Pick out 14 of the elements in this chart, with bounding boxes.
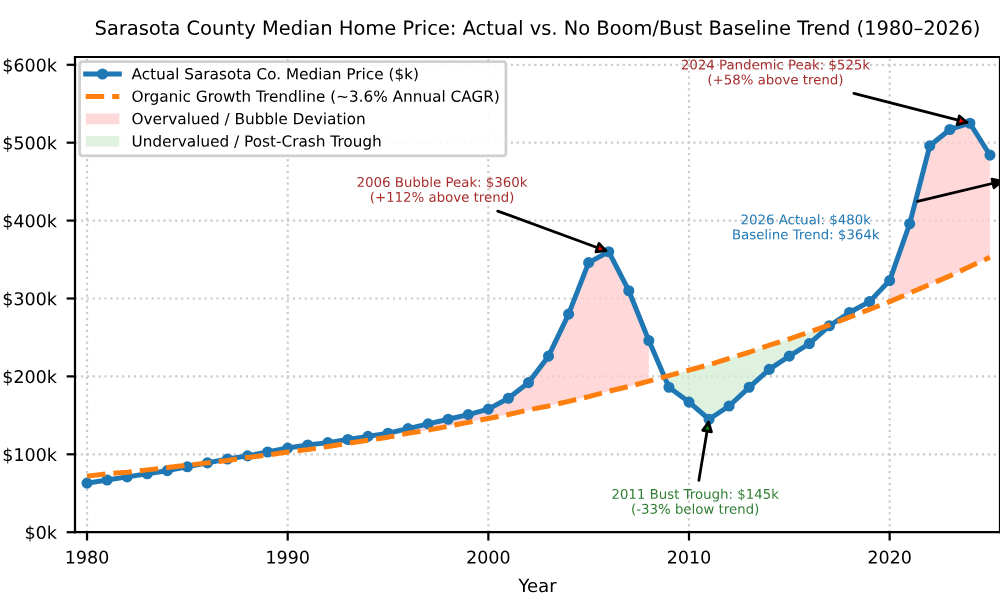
chart-title: Sarasota County Median Home Price: Actual vs. No Boom/Bust Baseline Trend (1980–2026) — [95, 20, 979, 39]
y-tick-label: $600k — [3, 58, 57, 75]
x-tick-label: 2010 — [668, 550, 711, 564]
y-tick-label: $300k — [3, 291, 57, 308]
y-tick-label: $200k — [3, 369, 57, 386]
x-tick-label: 1990 — [267, 550, 309, 564]
x-tick-label: 2000 — [467, 550, 510, 564]
x-tick-label: 2020 — [868, 550, 911, 564]
x-axis-title: Year — [518, 578, 557, 593]
x-tick-label: 1980 — [66, 550, 109, 564]
y-tick-label: $0k — [25, 525, 57, 542]
y-tick-label: $400k — [3, 213, 57, 230]
y-tick-label: $100k — [3, 447, 57, 464]
y-tick-label: $500k — [3, 136, 57, 152]
